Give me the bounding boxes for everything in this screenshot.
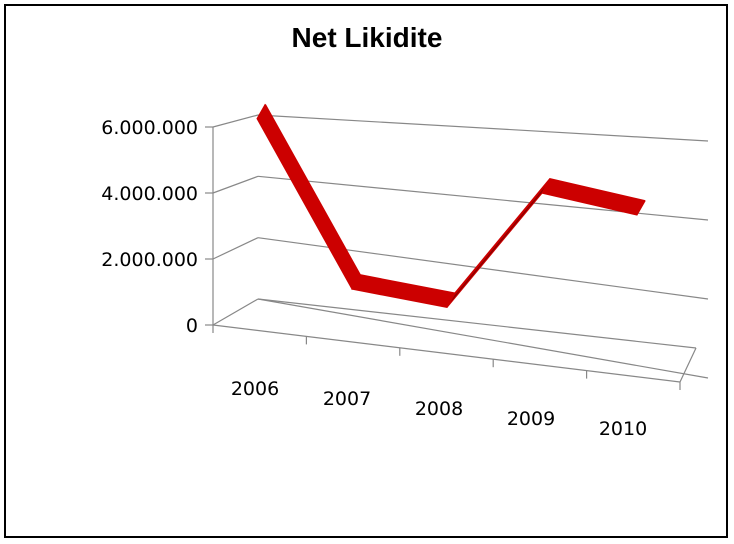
floor-back-edge	[257, 298, 697, 349]
series-line	[264, 104, 646, 295]
y-tick-label: 0	[186, 315, 198, 337]
chart-frame	[4, 4, 728, 538]
chart-title: Net Likidite	[291, 22, 443, 53]
x-tick-label: 2008	[415, 398, 463, 420]
x-tick-label: 2009	[507, 408, 555, 430]
gridline-side	[212, 175, 259, 194]
gridline	[257, 114, 709, 142]
x-tick-label: 2010	[599, 418, 647, 440]
y-tick-label: 2.000.000	[101, 249, 198, 271]
gridline	[257, 298, 709, 379]
gridline-side	[212, 298, 259, 326]
floor-front-edge	[212, 324, 681, 383]
floor-right-edge	[679, 347, 697, 383]
y-tick-label: 6.000.000	[101, 117, 198, 139]
x-tick-label: 2007	[323, 388, 371, 410]
gridline-side	[212, 114, 259, 128]
series-line-segment	[256, 103, 361, 291]
gridline-side	[212, 237, 259, 260]
gridline	[257, 237, 709, 300]
x-tick-label: 2006	[231, 378, 279, 400]
y-tick-label: 4.000.000	[101, 183, 198, 205]
